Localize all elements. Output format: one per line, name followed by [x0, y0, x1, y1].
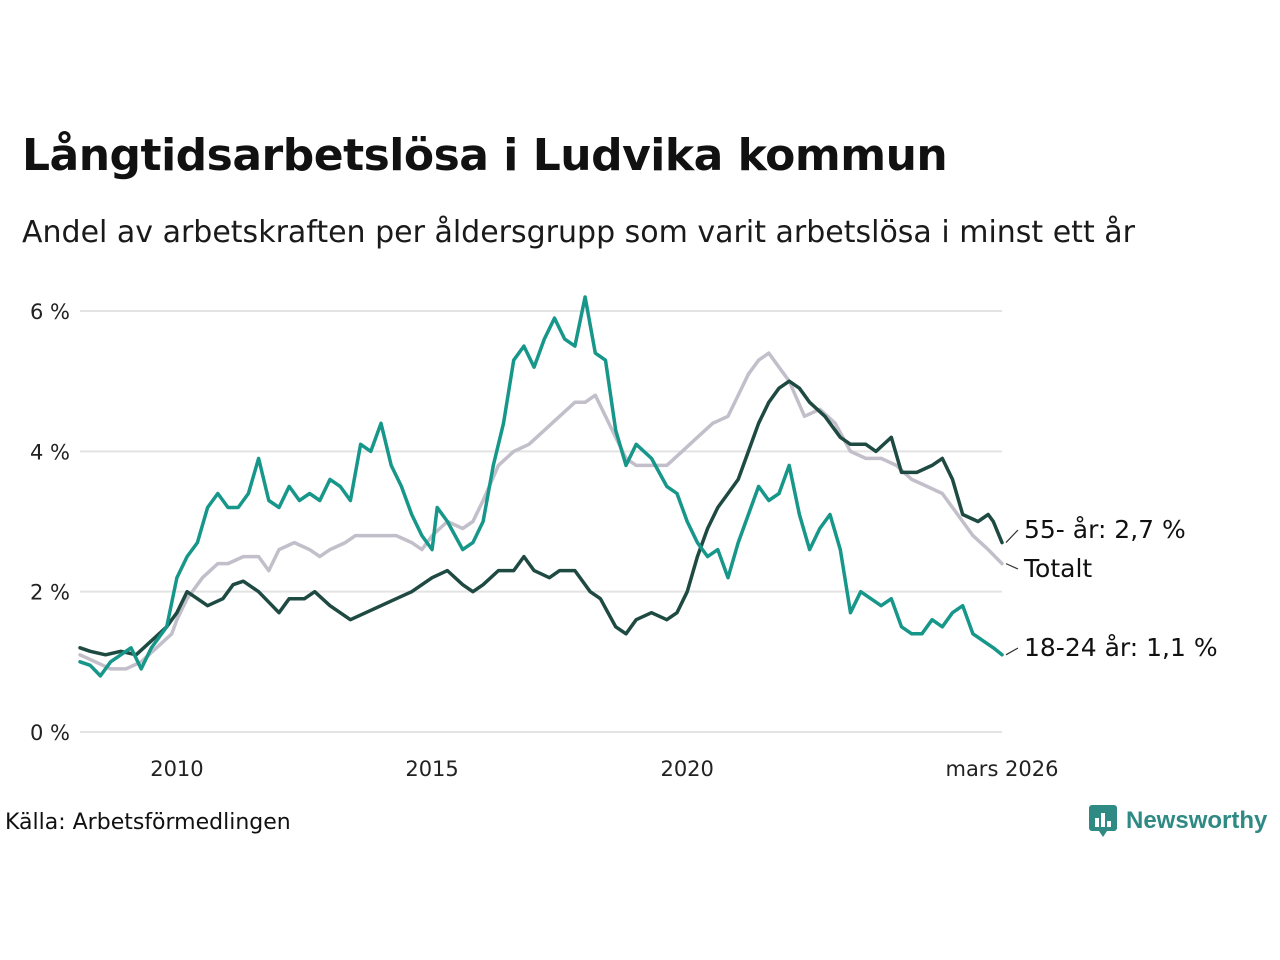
- y-tick-label: 0 %: [30, 721, 70, 745]
- series-end-label: 18-24 år: 1,1 %: [1024, 633, 1218, 662]
- series-line: [78, 295, 1004, 678]
- y-tick-label: 6 %: [30, 300, 70, 324]
- chart-subtitle: Andel av arbetskraften per åldersgrupp s…: [22, 215, 1135, 250]
- series-line: [78, 351, 1004, 671]
- brand-name: Newsworthy: [1126, 807, 1268, 834]
- x-tick-label: 2010: [150, 757, 203, 781]
- series-end-label: 55- år: 2,7 %: [1024, 515, 1186, 544]
- y-tick-label: 2 %: [30, 581, 70, 605]
- chart-title: Långtidsarbetslösa i Ludvika kommun: [22, 130, 948, 181]
- chart-bubble-icon: [1089, 805, 1117, 837]
- label-leader-line: [1005, 529, 1019, 543]
- label-leader-line: [1005, 647, 1019, 656]
- x-tick-label: 2020: [660, 757, 713, 781]
- x-axis-ticks: 2010 2015 2020 mars 2026: [150, 757, 1058, 781]
- series-lines: [78, 295, 1004, 678]
- x-tick-label: 2015: [405, 757, 458, 781]
- series-end-labels: Totalt 55- år: 2,7 % 18-24 år: 1,1 %: [1005, 515, 1218, 662]
- y-axis-ticks: 0 % 2 % 4 % 6 %: [30, 300, 70, 745]
- y-tick-label: 4 %: [30, 440, 70, 464]
- newsworthy-logo: Newsworthy: [1088, 804, 1267, 838]
- x-tick-label: mars 2026: [945, 757, 1058, 781]
- source-note: Källa: Arbetsförmedlingen: [5, 810, 291, 835]
- gridlines: [80, 310, 1002, 733]
- series-end-label: Totalt: [1023, 554, 1092, 583]
- label-leader-line: [1005, 563, 1019, 570]
- series-line: [78, 379, 1004, 657]
